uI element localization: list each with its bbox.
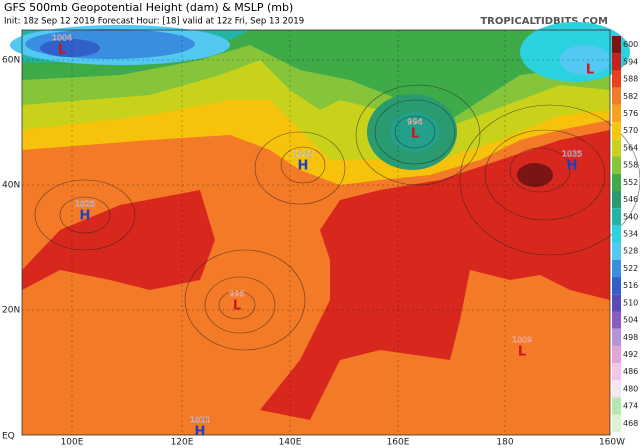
colorbar-swatch: [612, 139, 621, 157]
pressure-value: 1032: [293, 150, 313, 159]
colorbar-label: 534: [623, 230, 638, 239]
lat-label: 20N: [2, 306, 20, 316]
colorbar-label: 594: [623, 57, 638, 66]
colorbar-swatch: [612, 173, 621, 191]
colorbar-label: 528: [623, 247, 638, 256]
subtitle: Init: 18z Sep 12 2019 Forecast Hour: [18…: [4, 17, 304, 27]
colorbar-swatch: [612, 397, 621, 415]
colorbar-label: 498: [623, 333, 638, 342]
colorbar-label: 492: [623, 350, 638, 359]
colorbar-swatch: [612, 122, 621, 140]
colorbar-swatch: [612, 328, 621, 346]
colorbar-swatch: [612, 242, 621, 260]
colorbar-swatch: [612, 190, 621, 209]
colorbar-swatch: [612, 311, 621, 329]
colorbar-label: 546: [623, 195, 638, 204]
colorbar-label: 516: [623, 281, 638, 290]
colorbar-swatch: [612, 156, 621, 174]
map-field: [10, 22, 640, 436]
lat-label: 60N: [2, 56, 20, 66]
pressure-symbol: L: [233, 299, 241, 314]
colorbar-swatch: [612, 380, 621, 398]
colorbar-label: 558: [623, 161, 638, 170]
colorbar-swatch: [612, 363, 621, 381]
pressure-value: 1009: [512, 336, 532, 345]
colorbar-swatch: [612, 70, 621, 88]
colorbar-label: 504: [623, 316, 638, 325]
pressure-symbol: L: [58, 43, 66, 58]
lat-label: 40N: [2, 181, 20, 191]
colorbar-swatch: [612, 345, 621, 364]
colorbar-swatch: [612, 277, 621, 295]
colorbar-label: 480: [623, 384, 638, 393]
lon-label: 120E: [171, 438, 194, 448]
colorbar-label: 510: [623, 298, 638, 307]
colorbar-label: 576: [623, 109, 638, 118]
colorbar-label: 570: [623, 126, 638, 135]
pressure-symbol: L: [518, 345, 526, 360]
lon-label: 160W: [599, 438, 625, 448]
colorbar-label: 468: [623, 419, 638, 428]
colorbar-swatch: [612, 36, 621, 54]
pressure-symbol: L: [411, 127, 419, 142]
colorbar-swatch: [612, 259, 621, 278]
colorbar-label: 582: [623, 92, 638, 101]
colorbar-label: 600: [623, 40, 638, 49]
pressure-symbol: L: [586, 63, 594, 78]
pressure-symbol: H: [195, 425, 206, 440]
lat-label: EQ: [2, 432, 15, 442]
pressure-symbol: H: [298, 159, 309, 174]
colorbar-swatch: [612, 294, 621, 312]
pressure-value: 1025: [75, 200, 95, 209]
colorbar-label: 474: [623, 402, 638, 411]
lon-label: 100E: [61, 438, 84, 448]
site-credit: TROPICALTIDBITS.COM: [480, 16, 608, 27]
colorbar-label: 552: [623, 178, 638, 187]
colorbar-swatch: [612, 225, 621, 243]
pressure-value: 994: [407, 118, 422, 127]
colorbar-swatch: [612, 53, 621, 71]
colorbar-swatch: [612, 87, 621, 105]
colorbar-label: 588: [623, 75, 638, 84]
pressure-symbol: H: [80, 209, 91, 224]
colorbar-swatch: [612, 104, 621, 123]
pressure-value: 1004: [52, 34, 72, 43]
colorbar-label: 540: [623, 212, 638, 221]
colorbar-label: 522: [623, 264, 638, 273]
lon-label: 180: [496, 438, 513, 448]
pressure-value: 1035: [562, 150, 582, 159]
lon-label: 160E: [387, 438, 410, 448]
colorbar-label: 486: [623, 367, 638, 376]
colorbar-swatch: [612, 208, 621, 226]
title: GFS 500mb Geopotential Height (dam) & MS…: [4, 1, 293, 14]
colorbar-label: 564: [623, 143, 638, 152]
pressure-value: 1011: [190, 416, 210, 425]
pressure-symbol: H: [567, 159, 578, 174]
colorbar-swatch: [612, 414, 621, 432]
pressure-value: 996: [229, 290, 244, 299]
lon-label: 140E: [279, 438, 302, 448]
